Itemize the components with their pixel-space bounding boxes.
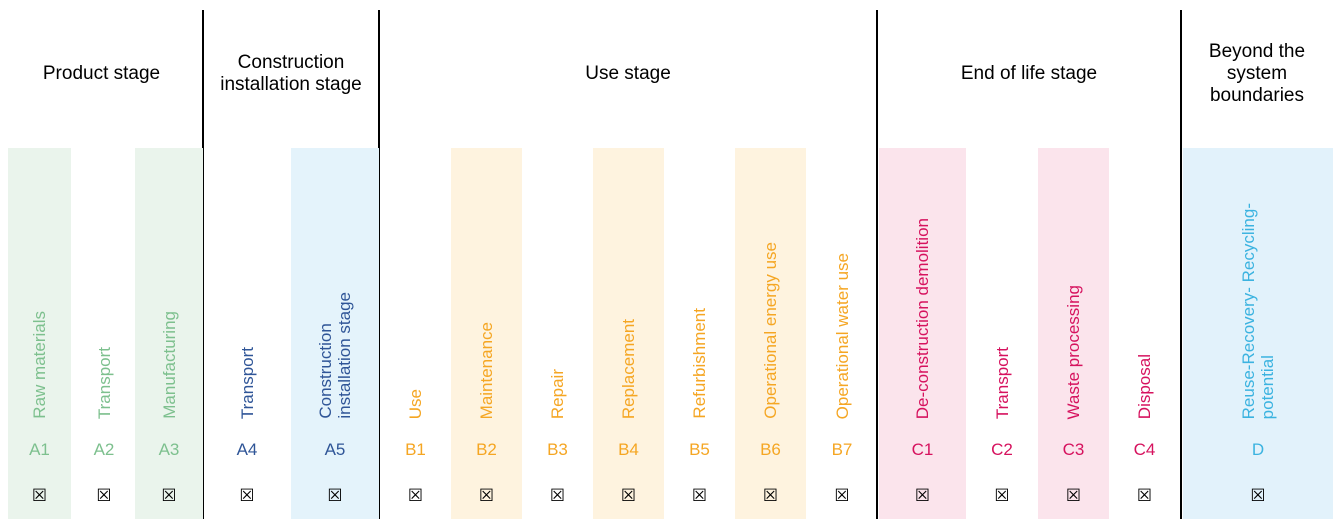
module-column-b6: Operational energy use B6 ☒ [735,148,806,519]
module-code: B4 [618,440,639,459]
module-label: Manufacturing [159,311,179,419]
checkbox-mark: ☒ [478,486,495,506]
module-column-b7: Operational water use B7 ☒ [807,148,877,519]
checkbox-mark: ☒ [1136,486,1153,506]
module-label: Operational water use [832,252,852,419]
module-code: B5 [689,440,710,459]
module-column-c2: Transport C2 ☒ [966,148,1038,519]
module-label: Maintenance [477,321,496,419]
stage-divider [202,10,204,519]
module-column-d: Reuse-Recovery- Recycling- potential D ☒ [1183,148,1333,519]
module-column-a5: Construction installation stage A5 ☒ [291,148,379,519]
stage-title-2: Construction installation stage [220,52,362,95]
stage-title-3: Use stage [585,63,671,84]
checkbox-mark: ☒ [407,486,424,506]
module-background [451,148,522,519]
stage-title-5: Beyond the system boundaries [1208,41,1306,106]
checkbox-mark: ☒ [834,486,850,506]
module-background [1183,148,1333,519]
module-background [291,148,379,519]
module-column-a2: Transport A2 ☒ [73,148,135,519]
module-label: Raw materials [30,311,49,419]
module-code: C1 [911,440,934,459]
module-code: A2 [93,440,115,459]
module-column-a3: Manufacturing A3 ☒ [135,148,203,519]
module-label: Replacement [619,318,638,419]
module-label: Disposal [1135,353,1154,419]
module-label: Transport [94,346,114,419]
module-label: Refurbishment [690,308,709,419]
checkbox-mark: ☒ [691,486,708,506]
module-label: De-construction demolition [913,217,932,419]
module-label: Operational energy use [761,242,780,419]
module-column-b3: Repair B3 ☒ [522,148,593,519]
checkbox-mark: ☒ [96,486,112,506]
module-code: A1 [29,440,50,459]
module-code: B2 [476,440,497,459]
module-label: Use [406,388,425,419]
checkbox-mark: ☒ [762,486,779,506]
checkbox-mark: ☒ [327,486,343,506]
module-code: B1 [405,440,426,459]
module-column-a4: Transport A4 ☒ [204,148,290,519]
module-code: B7 [831,440,853,459]
module-background [593,148,664,519]
module-code: A5 [324,440,346,459]
module-code: B3 [547,440,568,459]
checkbox-mark: ☒ [914,486,931,506]
stage-divider [876,10,878,519]
module-column-c3: Waste processing C3 ☒ [1038,148,1109,519]
checkbox-mark: ☒ [239,486,255,506]
stage-title-4: End of life stage [960,63,1098,84]
checkbox-mark: ☒ [1250,486,1266,506]
module-code: C2 [991,440,1013,459]
module-code: A4 [236,440,258,459]
module-code: B6 [760,440,781,459]
module-column-b5: Refurbishment B5 ☒ [664,148,735,519]
module-background [879,148,966,519]
stage-title-1: Product stage [42,63,161,84]
module-column-c4: Disposal C4 ☒ [1109,148,1180,519]
module-background [8,148,71,519]
stage-divider [1180,10,1182,519]
module-column-b2: Maintenance B2 ☒ [451,148,522,519]
module-code: D [1251,440,1265,459]
module-column-a1: Raw materials A1 ☒ [8,148,71,519]
module-background [1038,148,1109,519]
module-label: Transport [992,346,1012,419]
module-code: C3 [1062,440,1085,459]
module-label: Transport [237,346,257,419]
checkbox-mark: ☒ [161,486,177,506]
module-background [735,148,806,519]
module-label: Waste processing [1064,284,1083,419]
module-code: C4 [1133,440,1156,459]
module-column-b4: Replacement B4 ☒ [593,148,664,519]
module-column-b1: Use B1 ☒ [380,148,451,519]
module-label: Reuse-Recovery- Recycling- potential [1239,202,1277,419]
module-column-c1: De-construction demolition C1 ☒ [879,148,966,519]
module-code: A3 [158,440,180,459]
checkbox-mark: ☒ [549,486,566,506]
checkbox-mark: ☒ [620,486,637,506]
checkbox-mark: ☒ [994,486,1010,506]
module-label: Repair [548,368,567,419]
checkbox-mark: ☒ [1065,486,1082,506]
module-label: Construction installation stage [316,292,354,419]
stage-divider [378,10,380,519]
module-background [135,148,203,519]
checkbox-mark: ☒ [31,486,48,506]
